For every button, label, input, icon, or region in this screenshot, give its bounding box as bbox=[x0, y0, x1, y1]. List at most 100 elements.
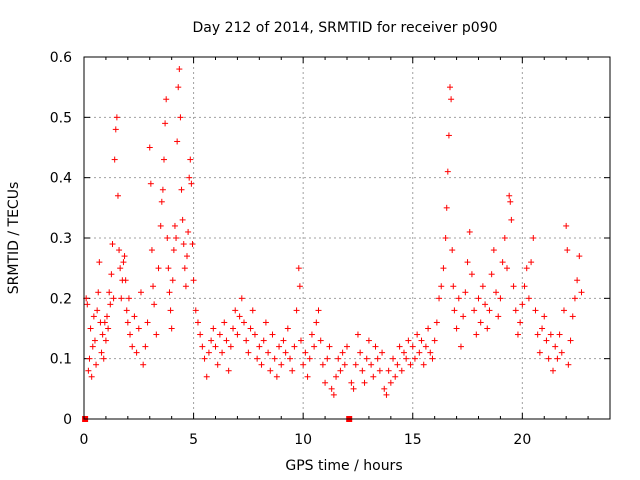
data-point bbox=[240, 319, 247, 326]
data-point bbox=[344, 343, 350, 350]
data-point bbox=[129, 343, 136, 350]
data-point bbox=[295, 265, 302, 272]
data-point bbox=[93, 361, 100, 368]
data-point bbox=[95, 289, 102, 296]
data-point bbox=[203, 373, 210, 380]
data-point bbox=[365, 337, 372, 344]
data-point bbox=[457, 343, 464, 350]
x-tick-label: 5 bbox=[189, 432, 198, 448]
data-point bbox=[381, 385, 388, 392]
x-axis-label: GPS time / hours bbox=[285, 458, 402, 474]
data-point bbox=[175, 84, 182, 91]
data-point bbox=[111, 156, 118, 163]
data-point bbox=[326, 343, 333, 350]
data-point bbox=[490, 247, 497, 254]
data-point bbox=[232, 307, 239, 314]
data-point bbox=[368, 361, 375, 368]
x-tick-labels: 0 5 10 15 20 bbox=[80, 432, 532, 448]
data-point bbox=[427, 349, 434, 356]
data-point bbox=[501, 235, 508, 241]
data-point bbox=[475, 295, 482, 302]
data-point bbox=[453, 325, 460, 332]
data-point bbox=[512, 307, 519, 314]
data-point bbox=[182, 283, 189, 290]
data-point bbox=[223, 337, 230, 344]
data-point bbox=[147, 180, 154, 187]
data-point bbox=[357, 349, 364, 356]
x-tick-label: 15 bbox=[404, 432, 422, 448]
data-point bbox=[87, 325, 94, 332]
y-tick-label: 0.2 bbox=[50, 291, 72, 307]
data-point bbox=[135, 325, 142, 332]
data-point bbox=[148, 247, 155, 254]
data-point bbox=[96, 259, 103, 266]
data-point bbox=[142, 343, 149, 350]
data-point bbox=[507, 198, 514, 205]
data-point bbox=[407, 361, 414, 368]
data-point bbox=[394, 361, 401, 368]
data-point bbox=[567, 337, 574, 344]
data-point bbox=[330, 391, 337, 398]
data-point bbox=[564, 247, 571, 254]
data-point bbox=[140, 361, 147, 368]
data-point bbox=[578, 289, 585, 296]
grid-lines bbox=[84, 57, 610, 419]
data-point bbox=[319, 361, 326, 368]
data-point bbox=[488, 271, 495, 278]
data-point bbox=[440, 265, 447, 272]
data-point bbox=[484, 325, 491, 332]
data-point bbox=[396, 343, 403, 350]
data-point bbox=[315, 307, 322, 314]
data-point bbox=[471, 307, 478, 314]
data-point bbox=[144, 319, 151, 326]
data-point bbox=[245, 349, 252, 356]
data-point bbox=[158, 198, 165, 205]
data-point bbox=[125, 295, 132, 302]
data-point bbox=[150, 283, 157, 290]
x-tick-label: 20 bbox=[513, 432, 531, 448]
data-point bbox=[450, 283, 457, 290]
data-point bbox=[409, 343, 416, 350]
data-point bbox=[225, 367, 232, 374]
data-point bbox=[420, 361, 427, 368]
data-point bbox=[429, 355, 436, 362]
y-tick-label: 0.5 bbox=[50, 110, 72, 126]
data-point bbox=[85, 367, 92, 374]
data-point bbox=[107, 301, 114, 308]
data-point bbox=[521, 283, 528, 290]
data-point bbox=[372, 343, 379, 350]
data-point bbox=[99, 331, 106, 338]
data-point bbox=[448, 96, 455, 103]
data-point bbox=[153, 331, 160, 338]
data-point bbox=[387, 379, 394, 386]
data-point bbox=[123, 307, 130, 314]
data-point bbox=[167, 307, 174, 314]
data-point bbox=[186, 174, 193, 181]
data-point bbox=[447, 84, 454, 91]
data-point bbox=[510, 283, 517, 290]
data-point bbox=[179, 216, 186, 223]
data-point bbox=[328, 385, 335, 392]
data-point bbox=[166, 289, 173, 296]
data-point bbox=[265, 349, 272, 356]
data-point bbox=[121, 253, 128, 260]
data-point bbox=[322, 379, 329, 386]
data-point bbox=[306, 355, 313, 362]
data-point bbox=[151, 301, 158, 308]
data-point bbox=[416, 349, 423, 356]
data-point bbox=[254, 355, 261, 362]
data-point bbox=[284, 325, 291, 332]
data-point bbox=[418, 337, 425, 344]
data-point bbox=[86, 355, 93, 362]
data-point bbox=[108, 271, 115, 278]
data-point bbox=[276, 343, 283, 350]
data-point bbox=[468, 271, 475, 278]
data-point bbox=[552, 343, 559, 350]
data-point bbox=[565, 361, 572, 368]
data-point bbox=[169, 277, 176, 284]
data-point bbox=[159, 186, 166, 193]
data-point bbox=[101, 319, 108, 326]
data-point bbox=[184, 253, 191, 260]
data-point bbox=[178, 186, 185, 193]
data-point bbox=[308, 331, 315, 338]
